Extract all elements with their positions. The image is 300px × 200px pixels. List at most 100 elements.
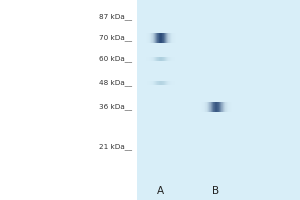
Bar: [148, 81, 149, 85]
Bar: [231, 102, 232, 112]
Bar: [173, 33, 174, 43]
Bar: [164, 81, 165, 85]
Bar: [159, 57, 160, 61]
Text: 21 kDa__: 21 kDa__: [99, 144, 132, 150]
Bar: [153, 33, 154, 43]
Bar: [208, 102, 209, 112]
Bar: [172, 81, 173, 85]
Bar: [161, 81, 162, 85]
Bar: [160, 81, 161, 85]
Bar: [219, 102, 220, 112]
Bar: [218, 102, 219, 112]
Text: 87 kDa__: 87 kDa__: [99, 14, 132, 20]
Bar: [166, 57, 167, 61]
Bar: [173, 81, 174, 85]
Bar: [151, 33, 152, 43]
Bar: [171, 33, 172, 43]
Bar: [152, 33, 153, 43]
Bar: [165, 33, 166, 43]
Bar: [229, 102, 230, 112]
Bar: [175, 81, 176, 85]
Bar: [150, 81, 151, 85]
Bar: [156, 81, 157, 85]
Bar: [210, 102, 211, 112]
Bar: [158, 57, 159, 61]
Bar: [168, 81, 169, 85]
Bar: [165, 81, 166, 85]
Bar: [163, 33, 164, 43]
Bar: [161, 33, 162, 43]
Bar: [147, 57, 148, 61]
Bar: [167, 81, 168, 85]
Bar: [169, 33, 170, 43]
Bar: [156, 57, 157, 61]
Bar: [172, 33, 173, 43]
Bar: [162, 57, 163, 61]
Bar: [205, 102, 206, 112]
Bar: [207, 102, 208, 112]
Bar: [227, 102, 228, 112]
Bar: [165, 57, 166, 61]
Bar: [224, 102, 225, 112]
Bar: [154, 81, 155, 85]
Bar: [206, 102, 207, 112]
Bar: [149, 57, 150, 61]
Bar: [213, 102, 214, 112]
Bar: [200, 102, 201, 112]
Bar: [223, 102, 224, 112]
Bar: [161, 57, 162, 61]
Bar: [148, 57, 149, 61]
Bar: [152, 81, 153, 85]
Bar: [163, 81, 164, 85]
Bar: [151, 81, 152, 85]
Text: 36 kDa__: 36 kDa__: [99, 104, 132, 110]
Bar: [174, 57, 175, 61]
Bar: [174, 33, 175, 43]
Bar: [201, 102, 202, 112]
Bar: [164, 33, 165, 43]
Bar: [152, 57, 153, 61]
Bar: [216, 102, 217, 112]
Bar: [162, 81, 163, 85]
Bar: [150, 57, 151, 61]
Text: 60 kDa__: 60 kDa__: [99, 56, 132, 62]
Bar: [166, 81, 167, 85]
Bar: [174, 81, 175, 85]
Bar: [168, 33, 169, 43]
Bar: [158, 81, 159, 85]
Bar: [147, 81, 148, 85]
Bar: [199, 102, 200, 112]
Bar: [169, 57, 170, 61]
Bar: [162, 33, 163, 43]
Bar: [150, 33, 151, 43]
Bar: [172, 57, 173, 61]
Bar: [155, 57, 156, 61]
Bar: [163, 57, 164, 61]
Bar: [154, 57, 155, 61]
Bar: [204, 102, 205, 112]
Bar: [212, 102, 213, 112]
Text: A: A: [157, 186, 164, 196]
Bar: [169, 81, 170, 85]
Bar: [228, 102, 229, 112]
Bar: [153, 57, 154, 61]
Bar: [146, 81, 147, 85]
Text: 70 kDa__: 70 kDa__: [99, 35, 132, 41]
Bar: [145, 33, 146, 43]
Bar: [151, 57, 152, 61]
Bar: [144, 33, 145, 43]
Bar: [168, 57, 169, 61]
Bar: [160, 33, 161, 43]
Bar: [155, 33, 156, 43]
Bar: [176, 57, 177, 61]
Bar: [175, 33, 176, 43]
Bar: [164, 57, 165, 61]
Bar: [232, 102, 233, 112]
Bar: [146, 33, 147, 43]
Bar: [145, 81, 146, 85]
Bar: [159, 81, 160, 85]
Bar: [157, 81, 158, 85]
Bar: [214, 102, 215, 112]
Text: B: B: [212, 186, 220, 196]
Bar: [173, 57, 174, 61]
